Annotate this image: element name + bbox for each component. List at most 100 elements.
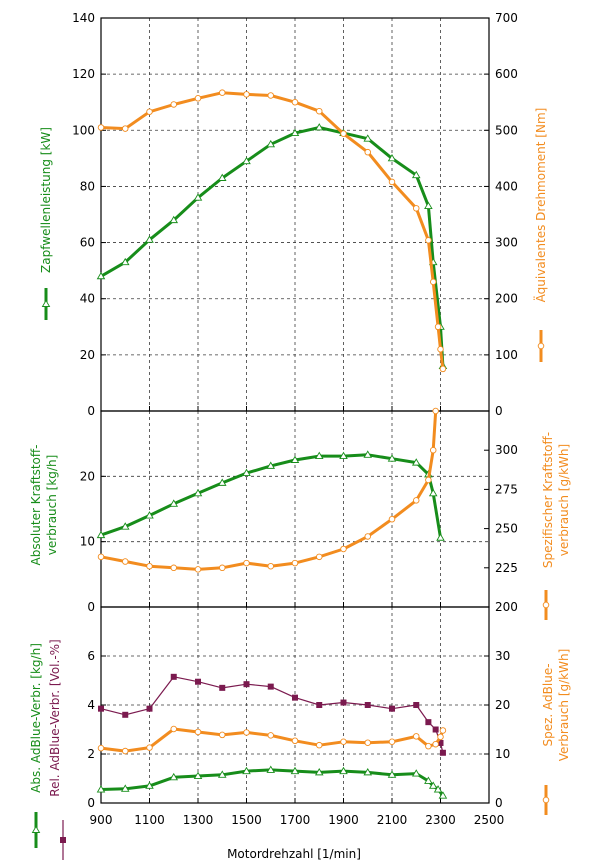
data-point	[437, 739, 444, 746]
data-point	[146, 108, 153, 116]
data-point	[436, 533, 445, 541]
data-point	[170, 673, 177, 680]
data-point	[413, 205, 420, 212]
y2-tick-label: 275	[495, 482, 518, 496]
y-tick-label: 140	[72, 11, 95, 25]
data-point	[388, 738, 396, 746]
data-point	[364, 148, 372, 156]
legend-layer	[31, 288, 550, 860]
data-point	[146, 744, 153, 751]
data-point	[429, 446, 437, 454]
data-point	[97, 124, 105, 131]
y-tick-label: 6	[87, 649, 95, 663]
series-line	[100, 126, 445, 367]
data-point	[145, 235, 154, 243]
data-point	[339, 451, 348, 460]
data-point	[340, 130, 347, 137]
x-tick-label: 2500	[474, 813, 505, 827]
data-point	[243, 681, 250, 688]
data-point	[316, 702, 323, 708]
labels-layer: Motordrehzahl [1/min] Zapfwellenleistung…	[29, 108, 571, 861]
data-point	[169, 772, 179, 781]
y2-tick-label: 10	[495, 747, 510, 761]
data-point	[98, 705, 104, 712]
x-tick-label: 2100	[377, 813, 408, 827]
data-point	[120, 784, 130, 792]
data-point	[411, 769, 421, 777]
x-tick-label: 1900	[328, 813, 359, 827]
data-point	[193, 771, 203, 779]
y-tick-label: 100	[72, 123, 95, 137]
data-point	[438, 791, 448, 799]
data-point	[363, 450, 373, 458]
data-point	[424, 776, 433, 784]
legend-abs-adblue-marker	[31, 825, 41, 833]
data-point	[439, 727, 447, 734]
data-point	[428, 488, 438, 497]
data-point	[121, 747, 129, 755]
y-tick-label: 4	[87, 698, 95, 712]
y-tick-label: 60	[80, 236, 95, 250]
data-point	[145, 511, 154, 519]
y-tick-label: 0	[87, 796, 95, 810]
data-point	[439, 749, 446, 756]
data-point	[217, 478, 227, 486]
data-point	[316, 553, 323, 561]
data-point	[413, 702, 420, 708]
x-tick-label: 900	[90, 813, 113, 827]
series-layer	[96, 89, 448, 799]
data-point	[425, 719, 432, 726]
data-point	[194, 728, 202, 736]
y2-tick-label: 200	[495, 292, 518, 306]
y2-tick-label: 30	[495, 649, 510, 663]
panel3-ylabel-abs: Abs. AdBlue-Verbr. [kg/h]	[29, 643, 43, 793]
data-point	[291, 559, 299, 567]
data-point	[218, 89, 226, 96]
data-point	[387, 770, 397, 778]
y-tick-label: 80	[80, 179, 95, 193]
data-point	[411, 458, 421, 466]
y-tick-label: 10	[80, 535, 95, 549]
data-point	[218, 564, 226, 572]
legend-spec-adblue-marker	[542, 796, 550, 804]
data-point	[292, 694, 298, 701]
data-point	[169, 215, 179, 224]
data-point	[425, 237, 432, 244]
data-point	[267, 562, 275, 570]
data-point	[195, 678, 201, 685]
y2-tick-label: 200	[495, 600, 518, 614]
x-tick-label: 1300	[183, 813, 214, 827]
data-point	[437, 733, 444, 741]
y2-tick-label: 0	[495, 404, 503, 418]
data-point	[267, 92, 275, 99]
data-point	[121, 558, 129, 565]
data-point	[340, 699, 347, 706]
y-tick-label: 0	[87, 600, 95, 614]
x-tick-label: 1500	[231, 813, 262, 827]
x-tick-label: 1100	[134, 813, 165, 827]
y-tick-label: 20	[80, 469, 95, 483]
data-point	[432, 407, 439, 415]
data-point	[266, 461, 276, 469]
panel3-ylabel-rel: Rel. AdBlue-Verbr. [Vol.-%]	[48, 639, 62, 796]
axes-layer: 900 1100 1300 1500 1700 1900 2100 2300 250002040…	[72, 11, 518, 827]
data-point	[97, 553, 105, 561]
x-tick-label: 1700	[280, 813, 311, 827]
panel3-y2label-line2: Verbrauch [g/kWh]	[557, 649, 571, 762]
panel2-ylabel-line1: Absoluter Kraftstoff-	[29, 445, 43, 566]
data-point	[217, 173, 227, 181]
data-point	[169, 499, 179, 507]
y-tick-label: 2	[87, 747, 95, 761]
y2-tick-label: 400	[495, 179, 518, 193]
data-point	[439, 365, 447, 373]
data-point	[339, 766, 348, 775]
data-point	[413, 497, 420, 504]
y-tick-label: 0	[87, 404, 95, 418]
data-point	[314, 123, 324, 131]
data-point	[218, 731, 226, 739]
data-point	[266, 139, 276, 148]
data-point	[193, 488, 203, 497]
data-point	[146, 705, 153, 712]
data-point	[434, 323, 442, 331]
